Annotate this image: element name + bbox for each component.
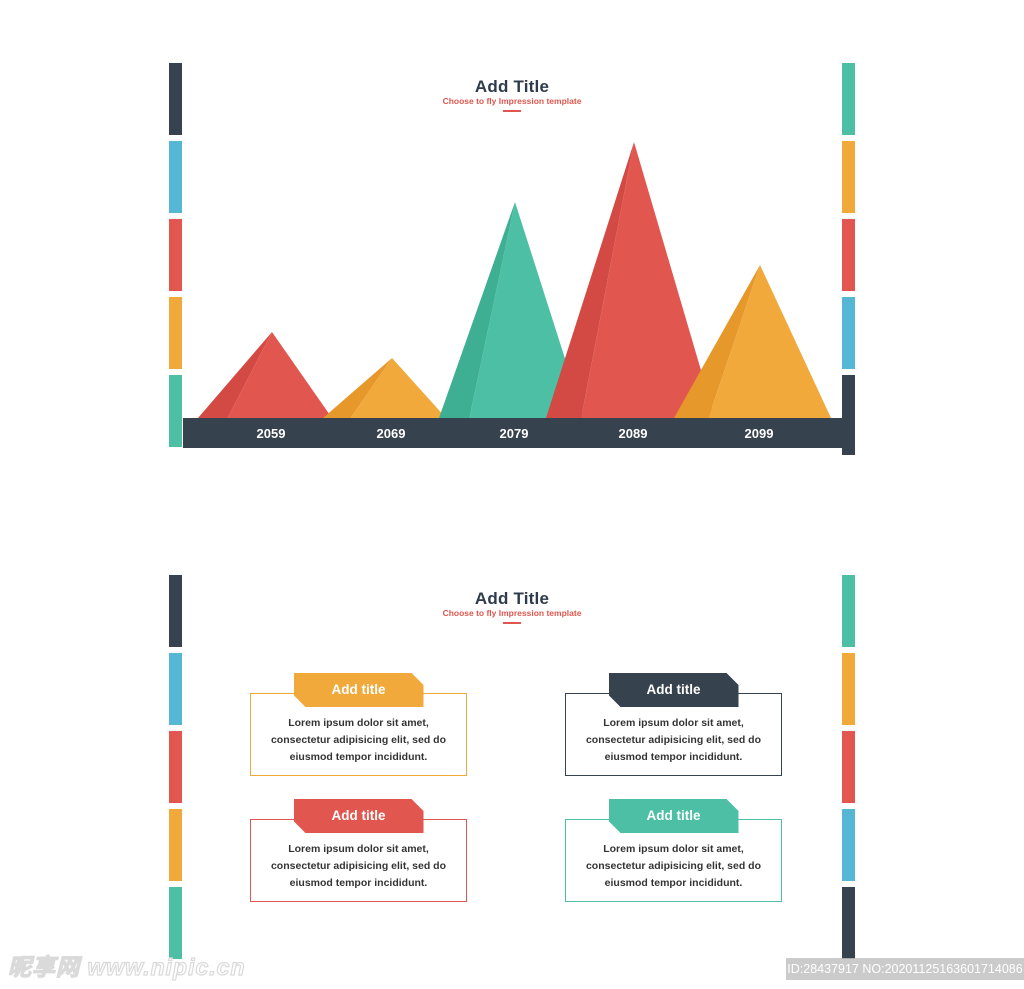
accent-bar-blue xyxy=(169,141,182,213)
peak-left-facet-2069 xyxy=(323,358,392,418)
peak-chart: 2059 2069 2079 2089 2099 xyxy=(183,142,855,448)
card-body-text: Lorem ipsum dolor sit amet, consectetur … xyxy=(585,717,762,763)
accent-bar-red xyxy=(842,219,855,291)
card-title-tab: Add title xyxy=(294,799,424,833)
x-axis-label-2059: 2059 xyxy=(257,426,286,441)
text-card-teal: Add title Lorem ipsum dolor sit amet, co… xyxy=(565,819,782,902)
accent-bar-blue xyxy=(842,809,855,881)
card-title-tab: Add title xyxy=(294,673,424,707)
card-body-text: Lorem ipsum dolor sit amet, consectetur … xyxy=(270,843,447,889)
peak-triangle-2069 xyxy=(350,358,446,418)
accent-bar-navy xyxy=(842,887,855,959)
slide1-left-accent-bars xyxy=(169,63,182,447)
accent-bar-navy xyxy=(169,63,182,135)
image-id-watermark: ID:28437917 NO:20201125163601714086 xyxy=(786,958,1024,980)
accent-bar-blue xyxy=(169,653,182,725)
slide2-right-accent-bars xyxy=(842,575,855,959)
x-axis-bar xyxy=(183,418,855,448)
peak-triangle-2089 xyxy=(581,142,715,418)
peak-left-facet-2059 xyxy=(198,332,272,418)
slide1-subtitle: Choose to fly Impression template xyxy=(442,96,582,106)
accent-bar-blue xyxy=(842,297,855,369)
card-body-text: Lorem ipsum dolor sit amet, consectetur … xyxy=(270,717,447,763)
text-card-navy: Add title Lorem ipsum dolor sit amet, co… xyxy=(565,693,782,776)
text-card-orange: Add title Lorem ipsum dolor sit amet, co… xyxy=(250,693,467,776)
accent-bar-teal xyxy=(842,575,855,647)
x-axis-label-2079: 2079 xyxy=(500,426,529,441)
card-title-tab: Add title xyxy=(609,673,739,707)
peak-left-facet-2079 xyxy=(439,202,515,418)
slide2-left-accent-bars xyxy=(169,575,182,959)
peak-triangle-2059 xyxy=(227,332,332,418)
slide2-title: Add Title xyxy=(474,589,550,608)
slide1-right-accent-bars xyxy=(842,63,855,455)
text-card-red: Add title Lorem ipsum dolor sit amet, co… xyxy=(250,819,467,902)
card-title-tab: Add title xyxy=(609,799,739,833)
card-body-text: Lorem ipsum dolor sit amet, consectetur … xyxy=(585,843,762,889)
accent-bar-teal xyxy=(169,375,182,447)
x-axis-label-2089: 2089 xyxy=(619,426,648,441)
accent-bar-red xyxy=(842,731,855,803)
accent-bar-teal xyxy=(169,887,182,959)
accent-bar-orange xyxy=(169,297,182,369)
accent-bar-red xyxy=(169,731,182,803)
slide1-title: Add Title xyxy=(474,77,550,96)
accent-bar-orange xyxy=(842,653,855,725)
slide1-subtitle-underline xyxy=(503,110,521,112)
peak-left-facet-2099 xyxy=(674,265,760,418)
x-axis-label-2099: 2099 xyxy=(745,426,774,441)
slide2-subtitle-underline xyxy=(503,622,521,624)
accent-bar-red xyxy=(169,219,182,291)
peak-triangle-2079 xyxy=(469,202,584,418)
accent-bar-teal xyxy=(842,63,855,135)
site-watermark: 昵享网 www.nipic.cn xyxy=(7,953,246,980)
peak-triangle-2099 xyxy=(708,265,831,418)
accent-bar-orange xyxy=(842,141,855,213)
peak-left-facet-2089 xyxy=(546,142,634,418)
accent-bar-orange xyxy=(169,809,182,881)
x-axis-label-2069: 2069 xyxy=(377,426,406,441)
accent-bar-navy xyxy=(169,575,182,647)
slide2-subtitle: Choose to fly Impression template xyxy=(442,608,582,618)
